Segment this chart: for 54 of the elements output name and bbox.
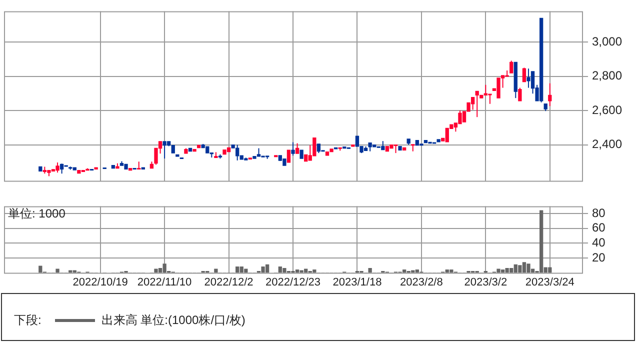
y-tick-label: 20 [592,250,606,264]
bar [214,268,218,273]
candlestick [475,90,479,118]
candlestick [496,78,500,99]
bar [518,265,522,273]
annotation: 単位: 1000 [8,206,66,221]
x-tick-label: 2023/3/2 [464,276,508,288]
bar [526,264,530,273]
x-tick-label: 2023/1/18 [332,276,382,288]
legend-label: 出来高 単位:(1000株/口/枚) [101,312,246,329]
x-tick-label: 2022/12/2 [204,276,254,288]
candlestick [286,150,291,163]
candlestick [295,142,300,154]
candlestick [162,140,166,160]
candlestick [291,142,295,156]
bar [265,264,270,273]
y-tick-label: 2,800 [592,68,622,83]
y-tick-label: 80 [592,206,606,220]
bar [162,264,166,273]
bar [240,266,244,273]
legend-title: 下段: [14,312,42,329]
candlestick [458,110,462,124]
bar [236,266,240,273]
x-tick-label: 2022/10/19 [72,276,128,288]
candlestick [445,128,449,142]
bar [154,268,158,273]
y-tick-label: 2,600 [592,102,622,117]
candlestick [522,67,526,82]
bar [282,268,286,273]
candlestick [312,137,316,156]
y-tick-label: 60 [592,220,606,235]
candlestick [60,163,64,174]
bar [505,268,509,273]
bar [261,266,265,273]
y-tick-label: 3,000 [592,34,622,48]
y-tick-label: 40 [592,236,606,250]
bar [496,268,500,273]
candlestick [518,87,522,102]
bar [514,264,518,273]
bar [56,268,60,273]
candlestick [488,94,492,104]
candlestick [526,68,530,88]
candlestick [510,60,514,74]
bar [522,262,526,273]
candlestick [316,143,321,154]
x-tick-label: 2023/3/24 [525,276,574,288]
candlestick [56,162,60,174]
y-tick-label: 2,400 [592,137,622,152]
candlestick [470,96,475,110]
x-tick-label: 2022/11/10 [137,276,192,288]
x-tick-label: 2022/12/23 [265,276,321,288]
x-tick-label: 2023/2/8 [400,276,443,288]
candlestick [548,82,552,107]
bar [368,268,372,273]
